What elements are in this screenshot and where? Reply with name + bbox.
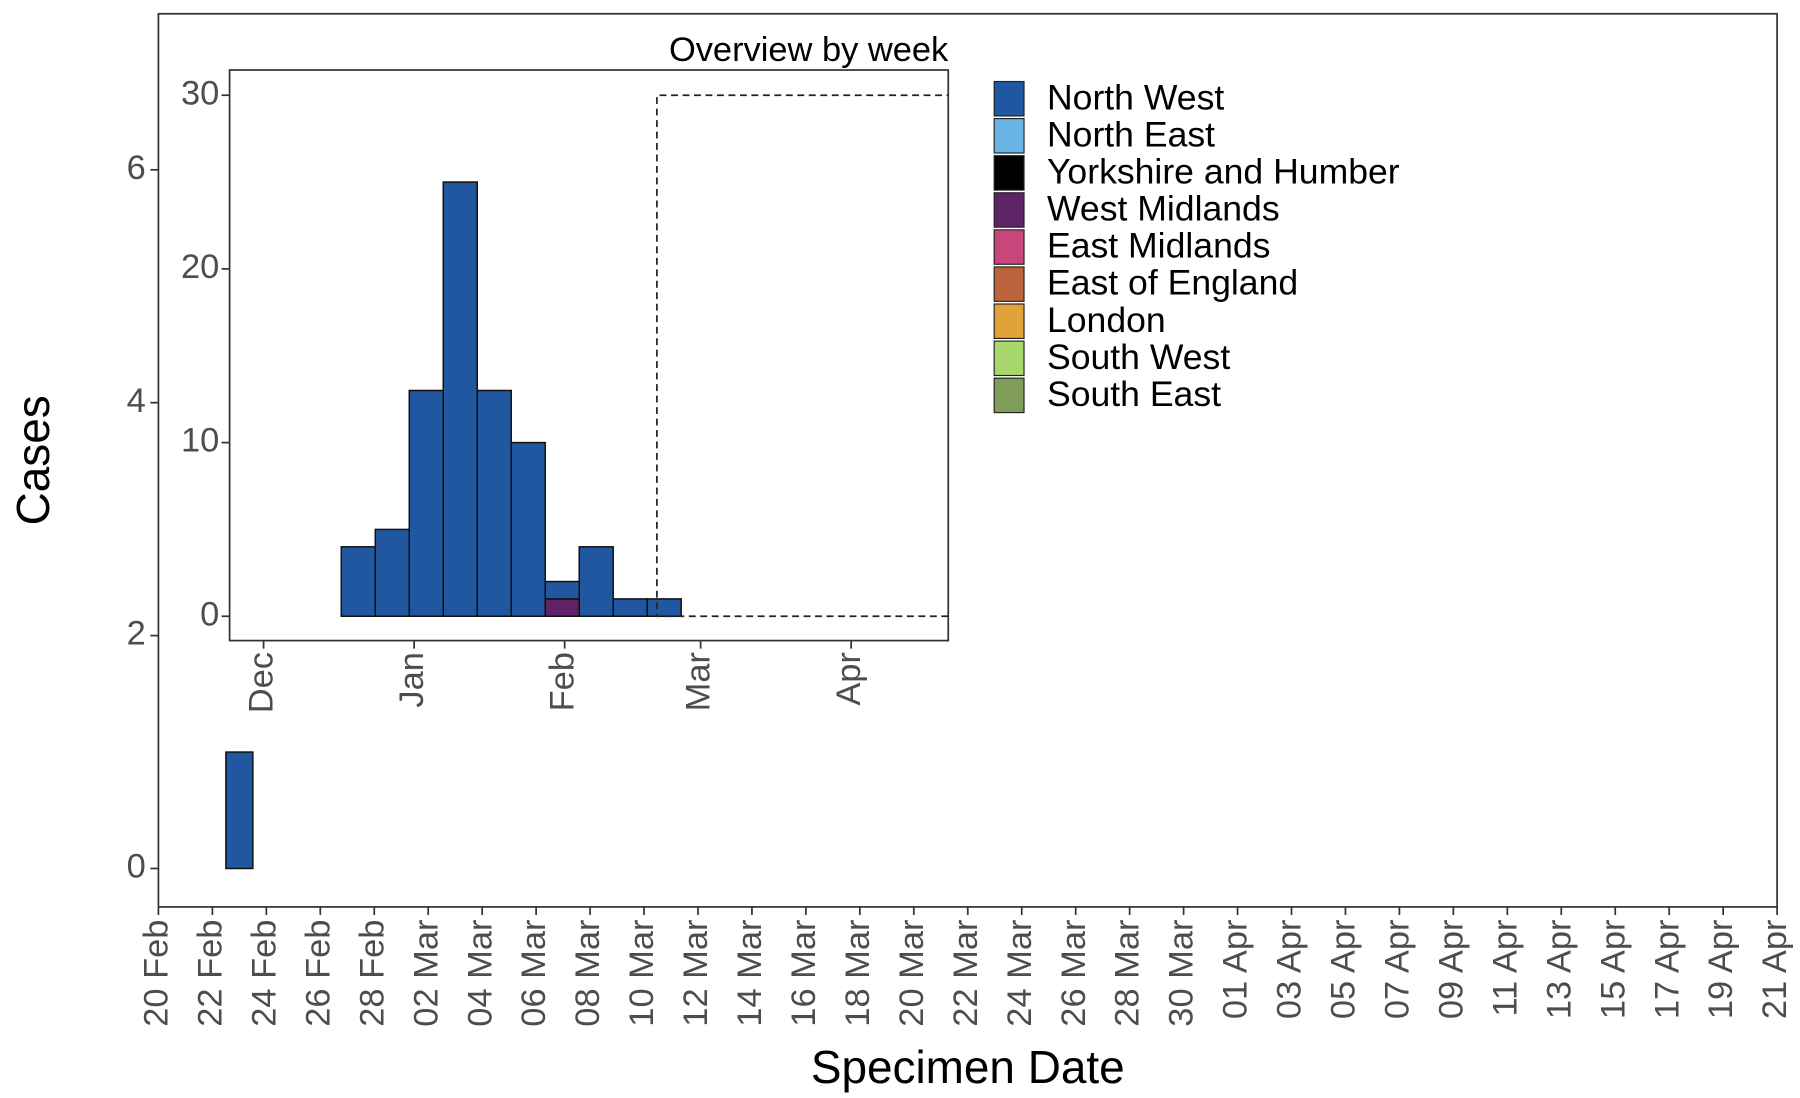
y-tick-label: 4 xyxy=(127,382,146,420)
x-tick-label: 02 Mar xyxy=(407,920,445,1027)
y-axis-label: Cases xyxy=(7,395,59,525)
x-tick-label: 10 Mar xyxy=(623,920,661,1027)
y-tick-label: 0 xyxy=(127,848,146,886)
histogram-bar xyxy=(510,441,546,618)
histogram-bar xyxy=(544,580,580,600)
legend-label: West Midlands xyxy=(1047,189,1280,229)
legend-label: North West xyxy=(1047,77,1224,117)
inset-y-tick-label: 10 xyxy=(181,422,219,460)
legend-swatch xyxy=(993,303,1025,340)
legend-swatch xyxy=(993,192,1025,228)
x-tick-label: 20 Mar xyxy=(893,920,931,1027)
inset-title: Overview by week xyxy=(669,31,949,69)
x-tick-label: 01 Apr xyxy=(1217,920,1255,1020)
legend-swatch xyxy=(993,377,1025,414)
histogram-bar xyxy=(578,546,614,618)
inset-x-tick-label: Dec xyxy=(243,652,281,713)
histogram-bar xyxy=(408,389,444,618)
x-tick-label: 26 Mar xyxy=(1055,920,1093,1027)
x-tick-label: 12 Mar xyxy=(677,920,715,1027)
x-tick-label: 16 Mar xyxy=(785,920,823,1027)
legend-label: East of England xyxy=(1047,263,1298,303)
histogram-bar xyxy=(476,389,512,618)
x-tick-label: 09 Apr xyxy=(1432,920,1470,1020)
x-tick-label: 18 Mar xyxy=(839,920,877,1027)
legend-swatch xyxy=(993,340,1025,377)
inset-panel xyxy=(228,69,950,642)
x-tick-label: 11 Apr xyxy=(1486,920,1524,1017)
x-tick-label: 06 Mar xyxy=(515,920,553,1027)
legend-swatch xyxy=(993,80,1025,117)
histogram-bar xyxy=(544,598,580,618)
x-tick-label: 26 Feb xyxy=(299,920,337,1027)
x-tick-label: 22 Mar xyxy=(947,920,985,1027)
x-tick-label: 05 Apr xyxy=(1325,920,1363,1020)
histogram-bar xyxy=(374,528,411,618)
histogram-bar xyxy=(442,181,478,618)
inset-x-tick-label: Apr xyxy=(830,652,868,706)
legend-label: South West xyxy=(1047,337,1230,377)
legend-label: East Midlands xyxy=(1047,226,1270,266)
x-tick-label: 04 Mar xyxy=(461,920,499,1027)
x-tick-label: 24 Feb xyxy=(245,920,283,1027)
x-tick-label: 03 Apr xyxy=(1271,920,1309,1020)
histogram-bar xyxy=(340,546,377,618)
legend-swatch xyxy=(993,155,1025,191)
legend-swatch xyxy=(993,266,1025,302)
x-tick-label: 17 Apr xyxy=(1648,920,1686,1020)
inset-x-tick-label: Feb xyxy=(544,652,582,711)
x-tick-label: 19 Apr xyxy=(1702,920,1740,1020)
legend-swatch xyxy=(993,229,1025,265)
x-tick-label: 28 Feb xyxy=(353,920,391,1027)
inset-y-tick-label: 0 xyxy=(200,595,219,633)
x-tick-label: 07 Apr xyxy=(1379,920,1417,1020)
x-axis-label: Specimen Date xyxy=(811,1041,1125,1093)
legend-swatch xyxy=(993,118,1025,154)
x-tick-label: 22 Feb xyxy=(191,920,229,1027)
legend-label: Yorkshire and Humber xyxy=(1047,151,1400,191)
x-tick-label: 28 Mar xyxy=(1109,920,1147,1027)
y-tick-label: 6 xyxy=(127,149,146,187)
x-tick-label: 20 Feb xyxy=(138,920,176,1027)
legend-label: South East xyxy=(1047,374,1221,414)
x-tick-label: 24 Mar xyxy=(1001,920,1039,1027)
plot-root: Specimen Date Cases Overview by week 024… xyxy=(7,12,1794,1093)
x-tick-label: 15 Apr xyxy=(1594,920,1632,1020)
inset-y-tick-label: 20 xyxy=(181,248,219,286)
zoom-box xyxy=(656,94,949,618)
x-tick-label: 21 Apr xyxy=(1756,920,1794,1020)
x-tick-label: 30 Mar xyxy=(1163,920,1201,1027)
y-tick-label: 2 xyxy=(127,615,146,653)
x-tick-label: 08 Mar xyxy=(569,920,607,1027)
legend-label: North East xyxy=(1047,114,1215,154)
inset-y-tick-label: 30 xyxy=(181,74,219,112)
bar xyxy=(225,751,254,870)
legend-label: London xyxy=(1047,300,1166,340)
histogram-bar xyxy=(646,598,682,618)
histogram-bar xyxy=(612,598,648,618)
inset-x-tick-label: Mar xyxy=(680,652,718,711)
x-tick-label: 13 Apr xyxy=(1540,920,1578,1020)
x-tick-label: 14 Mar xyxy=(731,920,769,1027)
inset-x-tick-label: Jan xyxy=(393,652,431,708)
